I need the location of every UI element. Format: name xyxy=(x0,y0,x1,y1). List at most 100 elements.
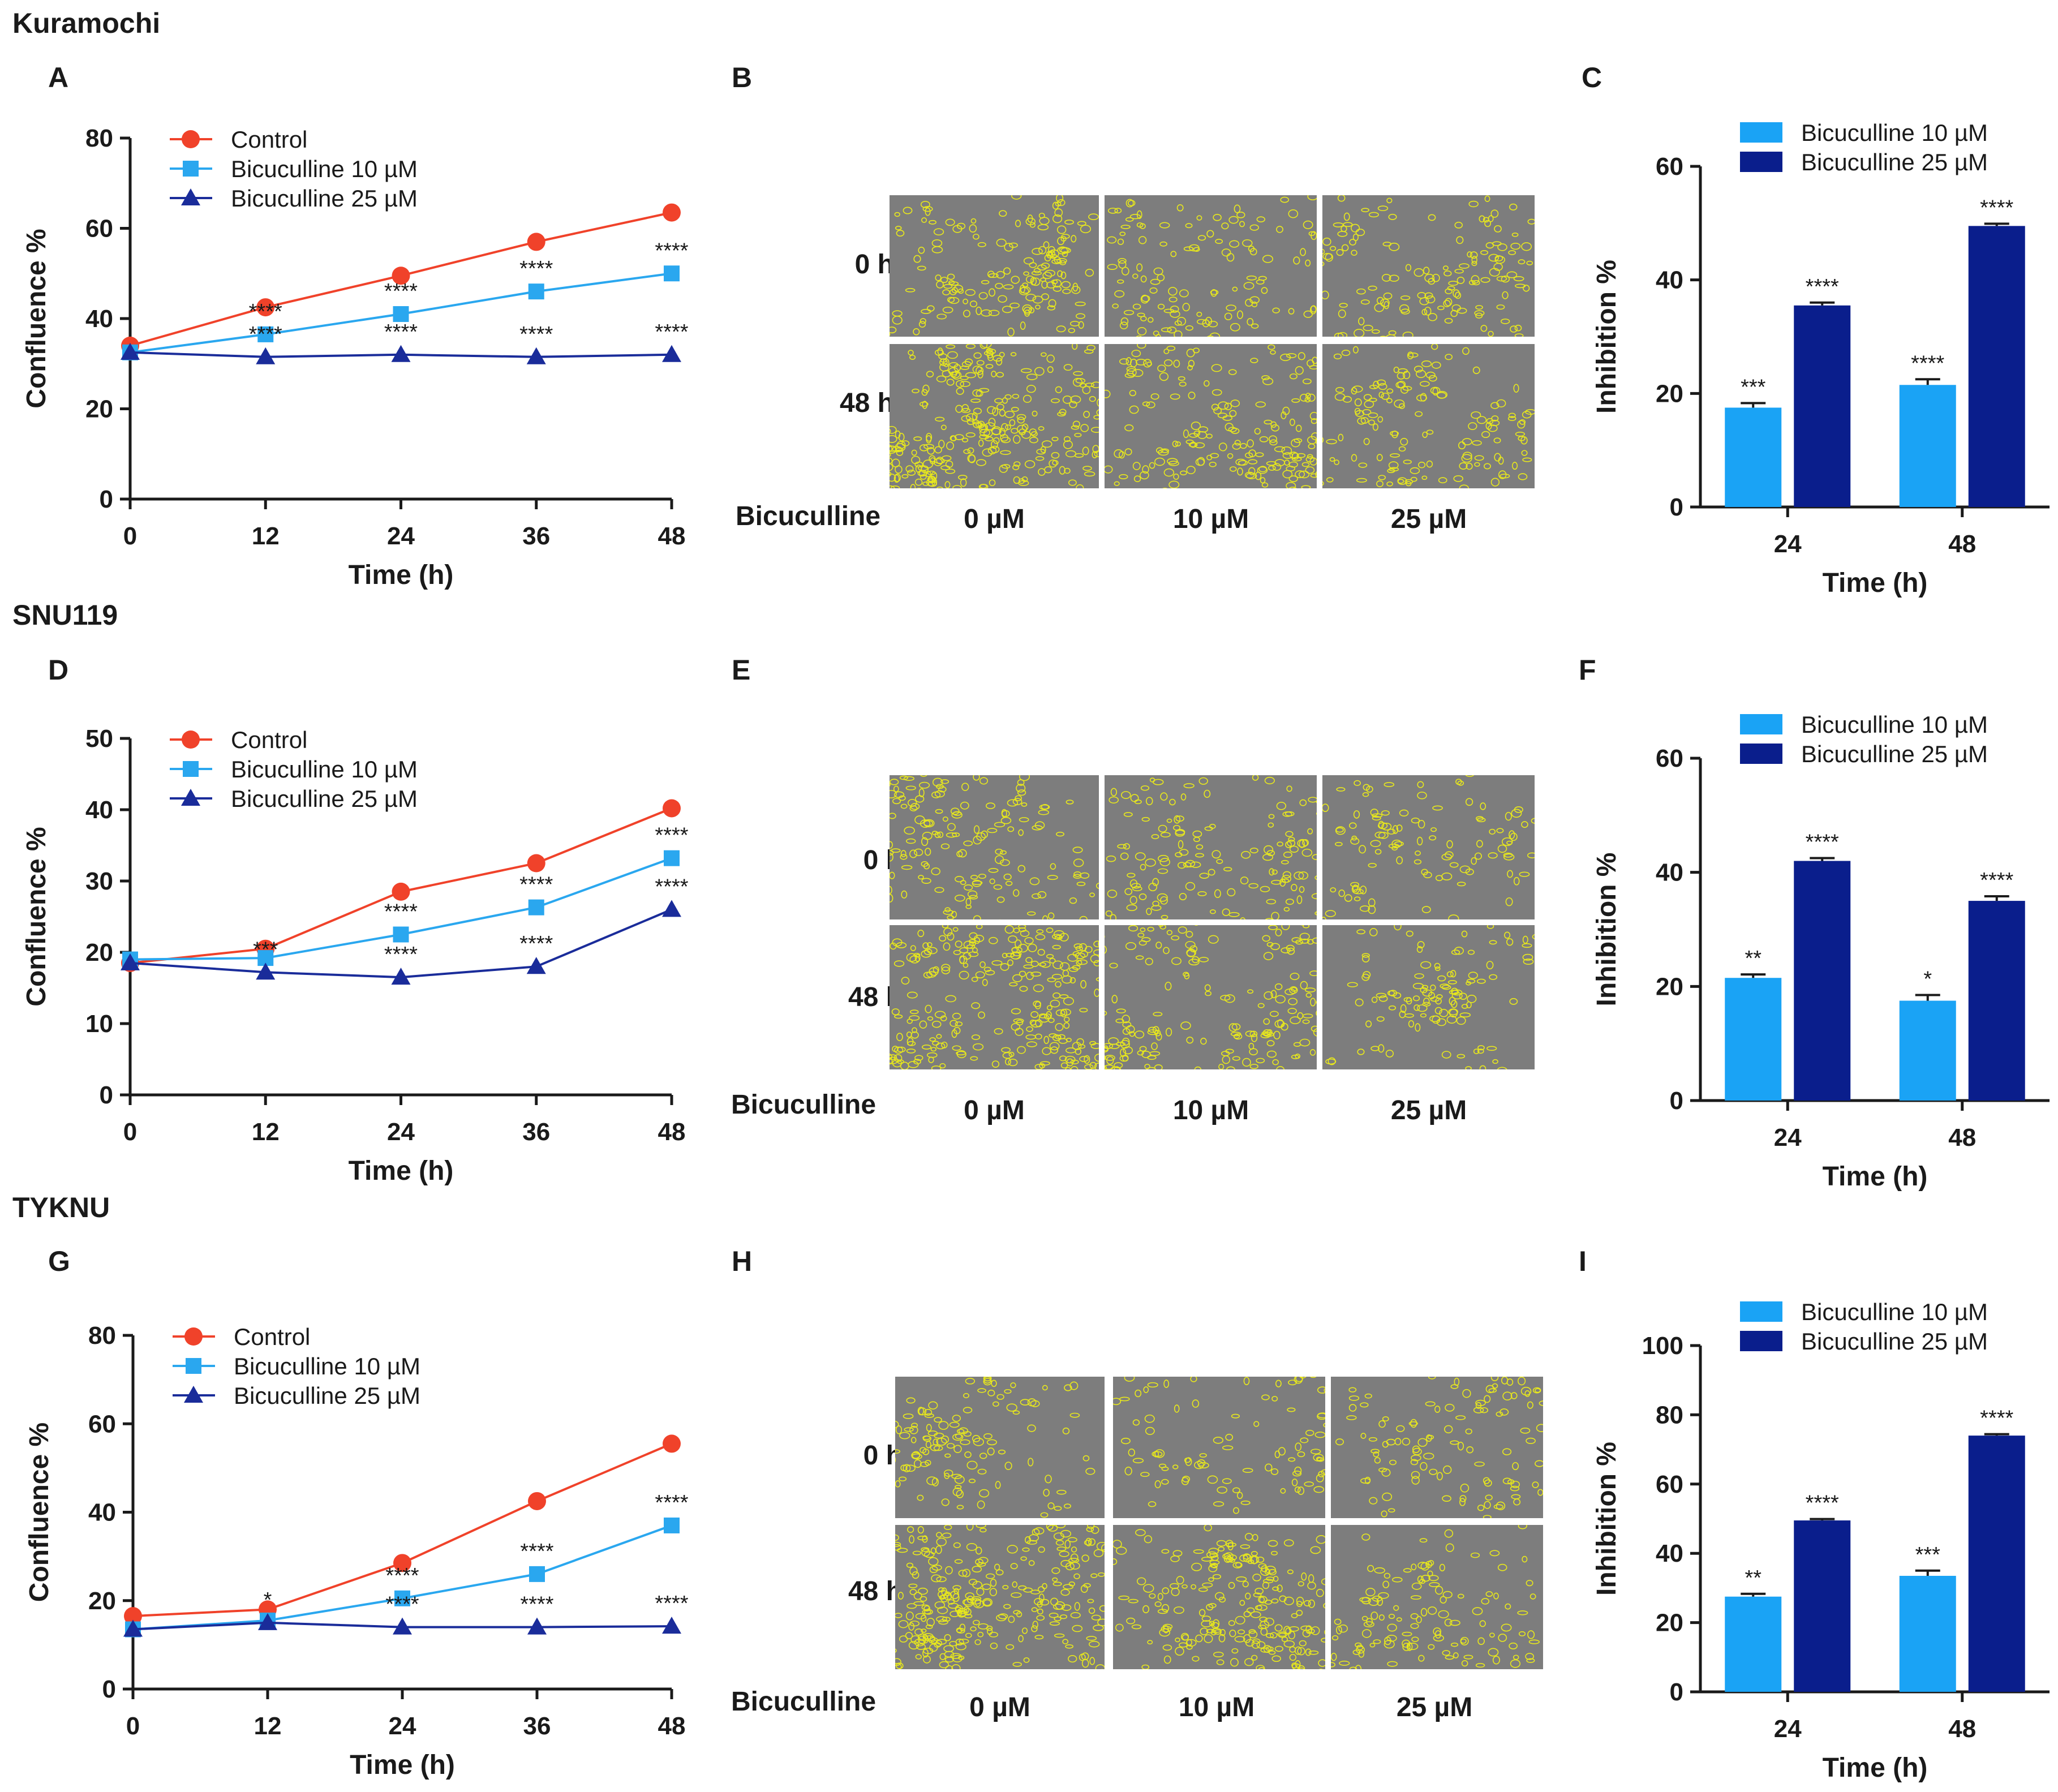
legend-marker xyxy=(182,730,200,749)
cell-outline xyxy=(896,1033,903,1042)
cell-outline xyxy=(1441,853,1453,861)
cell-outline xyxy=(1285,841,1292,848)
cell-outline xyxy=(1310,998,1316,1007)
cell-outline xyxy=(1390,431,1399,436)
cell-outline xyxy=(917,1635,927,1644)
cell-outline xyxy=(983,1433,993,1439)
cell-outline xyxy=(1382,1580,1390,1588)
cell-outline xyxy=(1007,959,1013,966)
cell-outline xyxy=(1186,1036,1194,1044)
cell-outline xyxy=(1002,306,1013,313)
cell-outline xyxy=(1059,1055,1067,1062)
cell-outline xyxy=(1149,287,1158,294)
cell-outline xyxy=(1364,1393,1372,1399)
cell-outline xyxy=(1004,243,1013,252)
data-point xyxy=(664,265,680,282)
cell-outline xyxy=(1174,815,1181,824)
cell-outline xyxy=(1028,1560,1035,1566)
cell-outline xyxy=(1297,1451,1305,1458)
cell-outline xyxy=(999,409,1006,417)
cell-outline xyxy=(1076,882,1086,887)
cell-outline xyxy=(1003,873,1012,880)
cell-outline xyxy=(897,1046,906,1052)
cell-outline xyxy=(1043,1489,1050,1497)
cell-outline xyxy=(1005,880,1013,886)
cell-outline xyxy=(1299,886,1305,893)
cell-outline xyxy=(1080,872,1090,879)
cell-outline xyxy=(1389,274,1399,282)
cell-outline xyxy=(1493,437,1501,444)
cell-outline xyxy=(1488,1648,1499,1657)
cell-outline xyxy=(1281,860,1289,865)
cell-outline xyxy=(1484,220,1492,227)
cell-outline xyxy=(1022,304,1033,313)
cell-outline xyxy=(1371,329,1380,334)
cell-outline xyxy=(1351,250,1357,256)
cell-outline xyxy=(973,421,983,428)
cell-outline xyxy=(996,896,1005,903)
cell-outline xyxy=(1400,437,1408,446)
cell-texture xyxy=(1322,775,1535,919)
cell-outline xyxy=(1281,1022,1288,1031)
cell-outline xyxy=(1342,396,1352,403)
cell-outline xyxy=(1289,418,1295,426)
cell-outline xyxy=(1477,1045,1485,1051)
cell-outline xyxy=(1105,1011,1107,1016)
cell-outline xyxy=(1048,1017,1055,1023)
cell-outline xyxy=(901,474,909,479)
cell-outline xyxy=(1247,989,1254,994)
cell-outline xyxy=(944,907,951,913)
cell-outline xyxy=(1521,242,1532,251)
cell-outline xyxy=(891,458,900,468)
cell-outline xyxy=(1354,329,1365,337)
cell-outline xyxy=(1288,487,1297,488)
cell-outline xyxy=(934,832,941,839)
cell-outline xyxy=(1265,1566,1276,1574)
cell-outline xyxy=(988,273,999,278)
cell-outline xyxy=(968,951,979,957)
cell-outline xyxy=(977,1468,987,1475)
cell-outline xyxy=(922,1449,930,1455)
cell-outline xyxy=(1372,816,1381,821)
cell-outline xyxy=(1378,1592,1389,1599)
cell-outline xyxy=(1132,303,1141,310)
y-tick-label: 0 xyxy=(102,1675,116,1703)
cell-outline xyxy=(1307,195,1317,201)
cell-outline xyxy=(1417,792,1427,800)
cell-outline xyxy=(1377,822,1388,830)
cell-outline xyxy=(1384,301,1390,310)
cell-outline xyxy=(1015,795,1022,801)
cell-outline xyxy=(1535,1460,1543,1467)
cell-outline xyxy=(1128,925,1138,932)
cell-outline xyxy=(896,230,905,237)
cell-outline xyxy=(966,418,975,426)
cell-outline xyxy=(1298,871,1309,880)
cell-outline xyxy=(1186,949,1196,957)
cell-outline xyxy=(1344,894,1352,902)
cell-outline xyxy=(1378,392,1385,398)
cell-outline xyxy=(1018,1635,1024,1643)
cell-outline xyxy=(1205,991,1212,996)
cell-outline xyxy=(933,1445,943,1451)
cell-outline xyxy=(925,1624,933,1630)
cell-outline xyxy=(929,220,937,225)
data-point xyxy=(664,850,680,866)
cell-outline xyxy=(895,1449,896,1453)
cell-outline xyxy=(1256,1641,1266,1649)
legend-label: Bicuculline 10 µM xyxy=(231,156,418,182)
cell-outline xyxy=(1341,225,1347,233)
cell-outline xyxy=(925,1004,932,1013)
cell-outline xyxy=(1397,477,1407,485)
cell-outline xyxy=(1318,1659,1325,1667)
cell-outline xyxy=(924,1413,934,1418)
cell-outline xyxy=(1247,317,1254,326)
cell-outline xyxy=(1149,1051,1161,1056)
cell-outline xyxy=(1240,1544,1251,1549)
cell-outline xyxy=(1248,467,1256,475)
cell-outline xyxy=(1178,840,1184,849)
data-point xyxy=(527,1617,547,1635)
cell-outline xyxy=(1275,1380,1282,1387)
cell-outline xyxy=(892,316,903,325)
cell-outline xyxy=(935,809,943,814)
cell-outline xyxy=(1107,236,1117,244)
